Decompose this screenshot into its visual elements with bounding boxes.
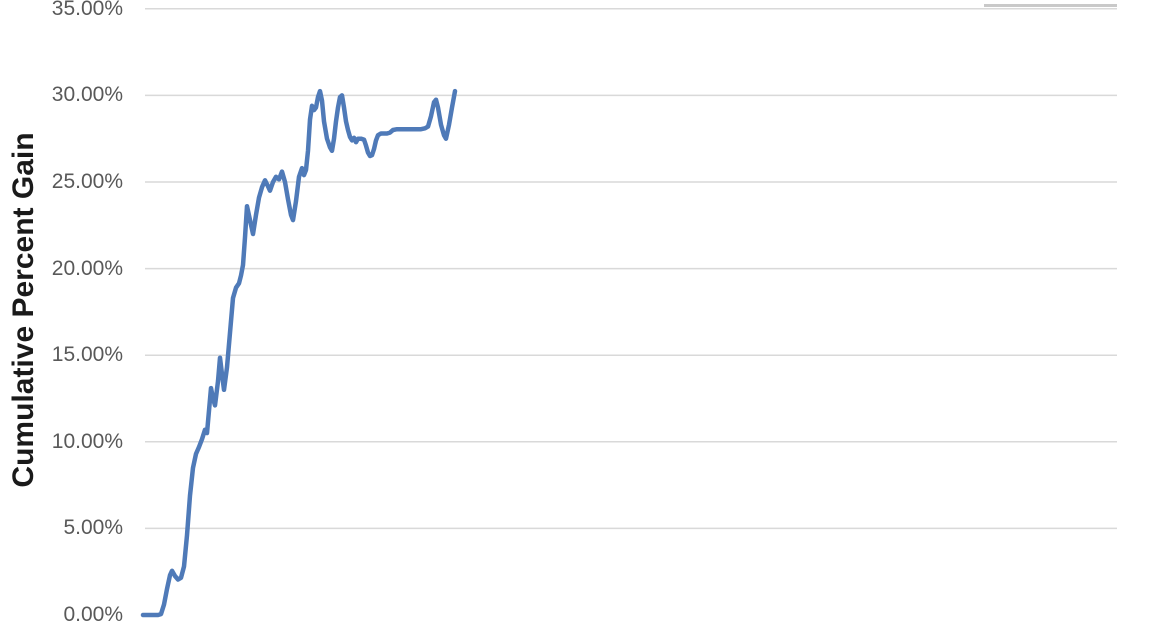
y-axis-tick-label: 20.00% — [51, 256, 123, 280]
y-axis-tick-label: 5.00% — [63, 516, 123, 540]
y-axis-tick-label: 15.00% — [51, 343, 123, 367]
gridlines — [145, 8, 1117, 530]
cumulative-gain-line — [140, 88, 458, 618]
y-axis-tick-label: 30.00% — [51, 83, 123, 107]
y-axis-tick-label: 35.00% — [51, 0, 123, 20]
legend-box-bottom-border — [984, 4, 1117, 7]
y-axis-tick-label: 0.00% — [63, 603, 123, 626]
y-axis-tick-label: 25.00% — [51, 170, 123, 193]
y-axis-tick-label: 10.00% — [51, 429, 123, 453]
